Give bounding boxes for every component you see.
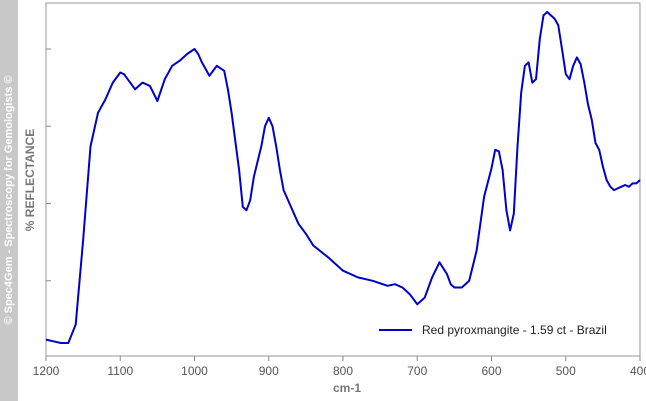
x-tick-label: 1000 — [181, 364, 208, 378]
x-tick-label: 700 — [407, 364, 427, 378]
series-layer — [45, 11, 641, 344]
x-tick-label: 600 — [481, 364, 501, 378]
plot-frame — [45, 2, 641, 357]
x-tick-label: 900 — [259, 364, 279, 378]
legend: Red pyroxmangite - 1.59 ct - Brazil — [379, 323, 607, 337]
legend-label: Red pyroxmangite - 1.59 ct - Brazil — [422, 323, 607, 337]
x-tick-label: 800 — [333, 364, 353, 378]
x-axis-ticks: 1200 1100 1000 900 800 700 600 500 400 — [33, 356, 646, 378]
series-line — [45, 11, 641, 344]
chart-axes — [45, 2, 641, 357]
x-tick-label: 500 — [556, 364, 576, 378]
x-axis-title: cm-1 — [333, 381, 361, 395]
y-axis-title: % REFLECTANCE — [23, 129, 37, 231]
x-tick-label: 400 — [630, 364, 646, 378]
x-tick-label: 1100 — [107, 364, 133, 378]
y-axis-ticks — [46, 48, 51, 282]
copyright-sidebar: © Spec4Gem - Spectroscopy for Gemologist… — [0, 0, 18, 401]
x-tick-label: 1200 — [33, 364, 60, 378]
